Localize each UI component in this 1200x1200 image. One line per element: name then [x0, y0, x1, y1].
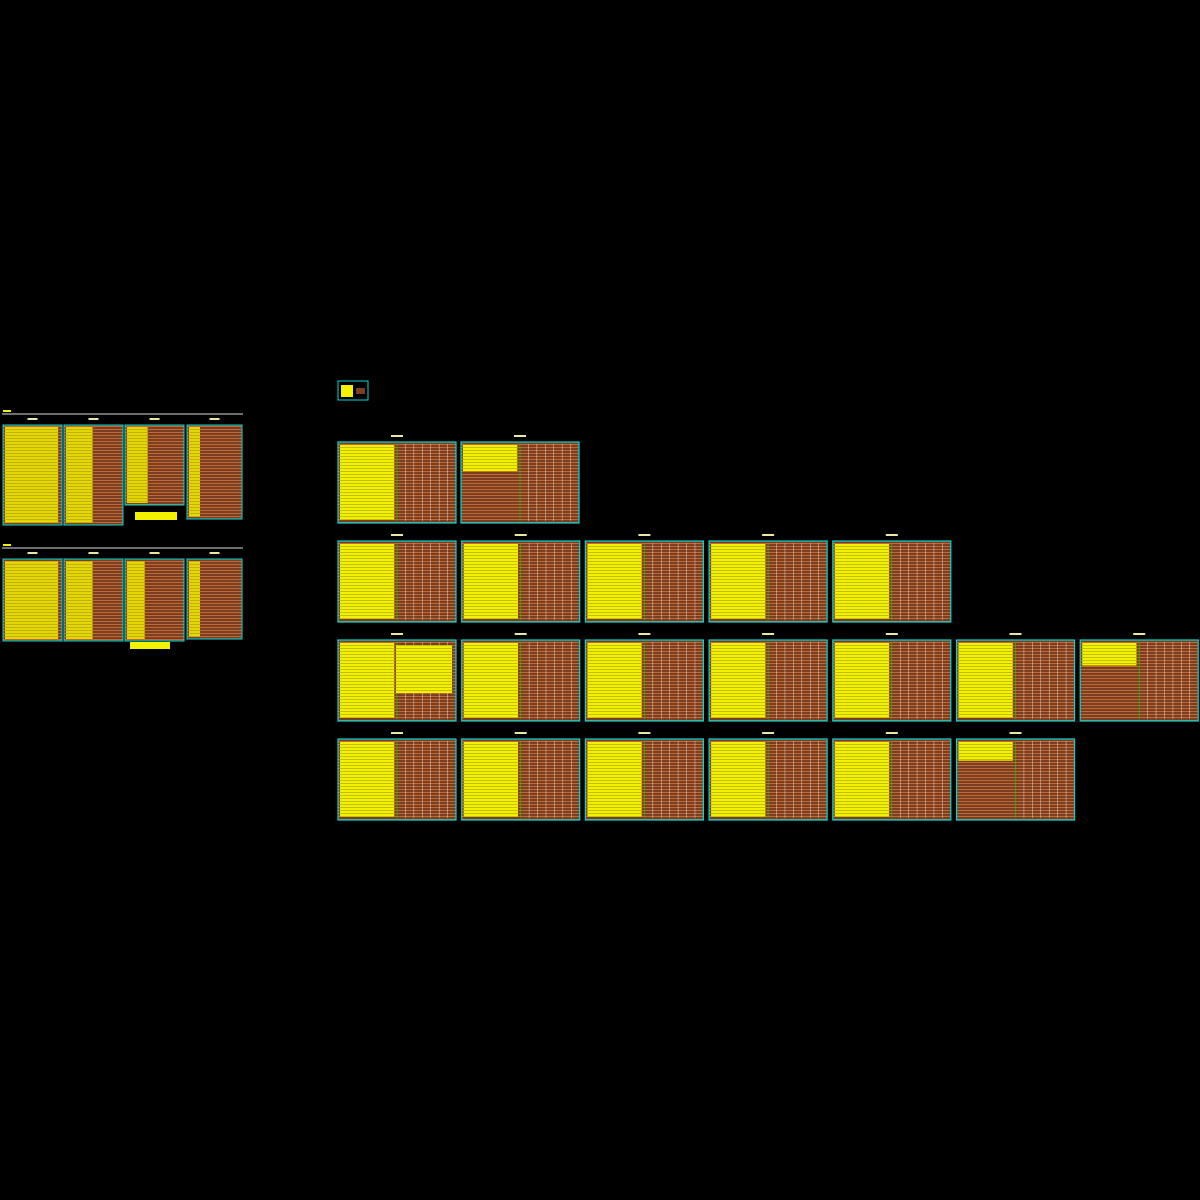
sheet-title-mark: [885, 732, 898, 734]
sheet-border: [708, 540, 828, 623]
sheet-yellow: [711, 742, 766, 817]
sheet-yellow: [711, 643, 766, 718]
table-title-mark: [88, 552, 99, 554]
sheet-border: [461, 639, 581, 722]
sheet-border: [461, 540, 581, 623]
table-border: [186, 558, 243, 640]
table-yellow: [66, 561, 93, 639]
sheet-yellow: [958, 643, 1013, 718]
sheet-title-mark: [514, 732, 527, 734]
legend-fill: [356, 388, 365, 394]
sheet-yellow: [587, 742, 642, 817]
sheet-border: [337, 540, 457, 623]
sheet-title-mark: [514, 534, 527, 536]
sheet-border: [460, 441, 580, 524]
sheet-border: [832, 639, 952, 722]
sheet-yellow: [1082, 643, 1137, 666]
sheet-title-mark: [1133, 633, 1146, 635]
sheet-title-mark: [514, 633, 527, 635]
sheet-yellow: [587, 643, 642, 718]
sheet-border: [337, 441, 457, 524]
sheet-title-mark: [1009, 732, 1022, 734]
table-yellow: [127, 561, 145, 639]
sheet-yellow: [340, 742, 395, 817]
sheet-border: [1079, 639, 1199, 722]
panel-label: [3, 544, 11, 546]
table-title-mark: [27, 418, 38, 420]
table-title-mark: [209, 552, 220, 554]
sheet-border: [708, 639, 828, 722]
sheet-yellow: [463, 643, 518, 718]
sheet-title-mark: [514, 435, 526, 437]
sheet-title-mark: [762, 534, 775, 536]
sheet-yellow: [463, 445, 518, 472]
sheet-yellow: [834, 544, 890, 619]
sheet-yellow: [958, 742, 1013, 761]
table-title-mark: [27, 552, 38, 554]
sheet-border: [955, 639, 1076, 722]
sheet-border: [337, 738, 457, 821]
sheet-yellow: [340, 643, 395, 718]
sheet-title-mark: [391, 732, 403, 734]
sheet-border: [584, 738, 705, 821]
table-yellow: [189, 561, 200, 637]
sheet-yellow: [834, 643, 890, 718]
sheet-title-mark: [885, 633, 898, 635]
sheet-yellow: [340, 544, 395, 619]
table-border: [63, 424, 124, 526]
sheet-border: [461, 738, 581, 821]
sheet-yellow: [834, 742, 890, 817]
table-border: [124, 424, 185, 506]
table-border: [2, 558, 63, 642]
sheet-title-mark: [762, 633, 775, 635]
sheet-title-mark: [1009, 633, 1022, 635]
sheet-title-mark: [391, 435, 403, 437]
sheet-title-mark: [638, 633, 651, 635]
sheet-yellow: [587, 544, 642, 619]
sheet-title-mark: [638, 732, 651, 734]
sheet-title-mark: [391, 633, 403, 635]
table-border: [124, 558, 185, 642]
sheet-yellow: [711, 544, 766, 619]
sheet-yellow: [463, 742, 518, 817]
sheet-border: [584, 639, 705, 722]
table-yellow: [5, 427, 59, 523]
sheet-border: [955, 738, 1076, 821]
table-yellow: [127, 427, 148, 503]
sheet-border: [708, 738, 828, 821]
legend-fill: [341, 385, 353, 397]
sheet-title-mark: [638, 534, 651, 536]
note-mark: [130, 642, 170, 649]
table-yellow: [5, 561, 59, 639]
sheet-border: [337, 639, 457, 722]
sheet-title-mark: [391, 534, 403, 536]
sheet-title-mark: [762, 732, 775, 734]
table-title-mark: [88, 418, 99, 420]
sheet-border: [584, 540, 705, 623]
table-title-mark: [209, 418, 220, 420]
table-title-mark: [149, 418, 160, 420]
table-border: [63, 558, 124, 642]
sheet-yellow: [463, 544, 518, 619]
panel-label: [3, 410, 11, 412]
sheet-border: [832, 738, 952, 821]
sheet-title-mark: [885, 534, 898, 536]
table-border: [2, 424, 63, 526]
table-yellow: [189, 427, 200, 517]
sheet-yellow-extra: [396, 645, 452, 693]
table-border: [186, 424, 243, 520]
note-mark: [135, 512, 177, 520]
sheet-border: [832, 540, 952, 623]
table-yellow: [66, 427, 93, 523]
table-title-mark: [149, 552, 160, 554]
sheet-yellow: [340, 445, 395, 520]
